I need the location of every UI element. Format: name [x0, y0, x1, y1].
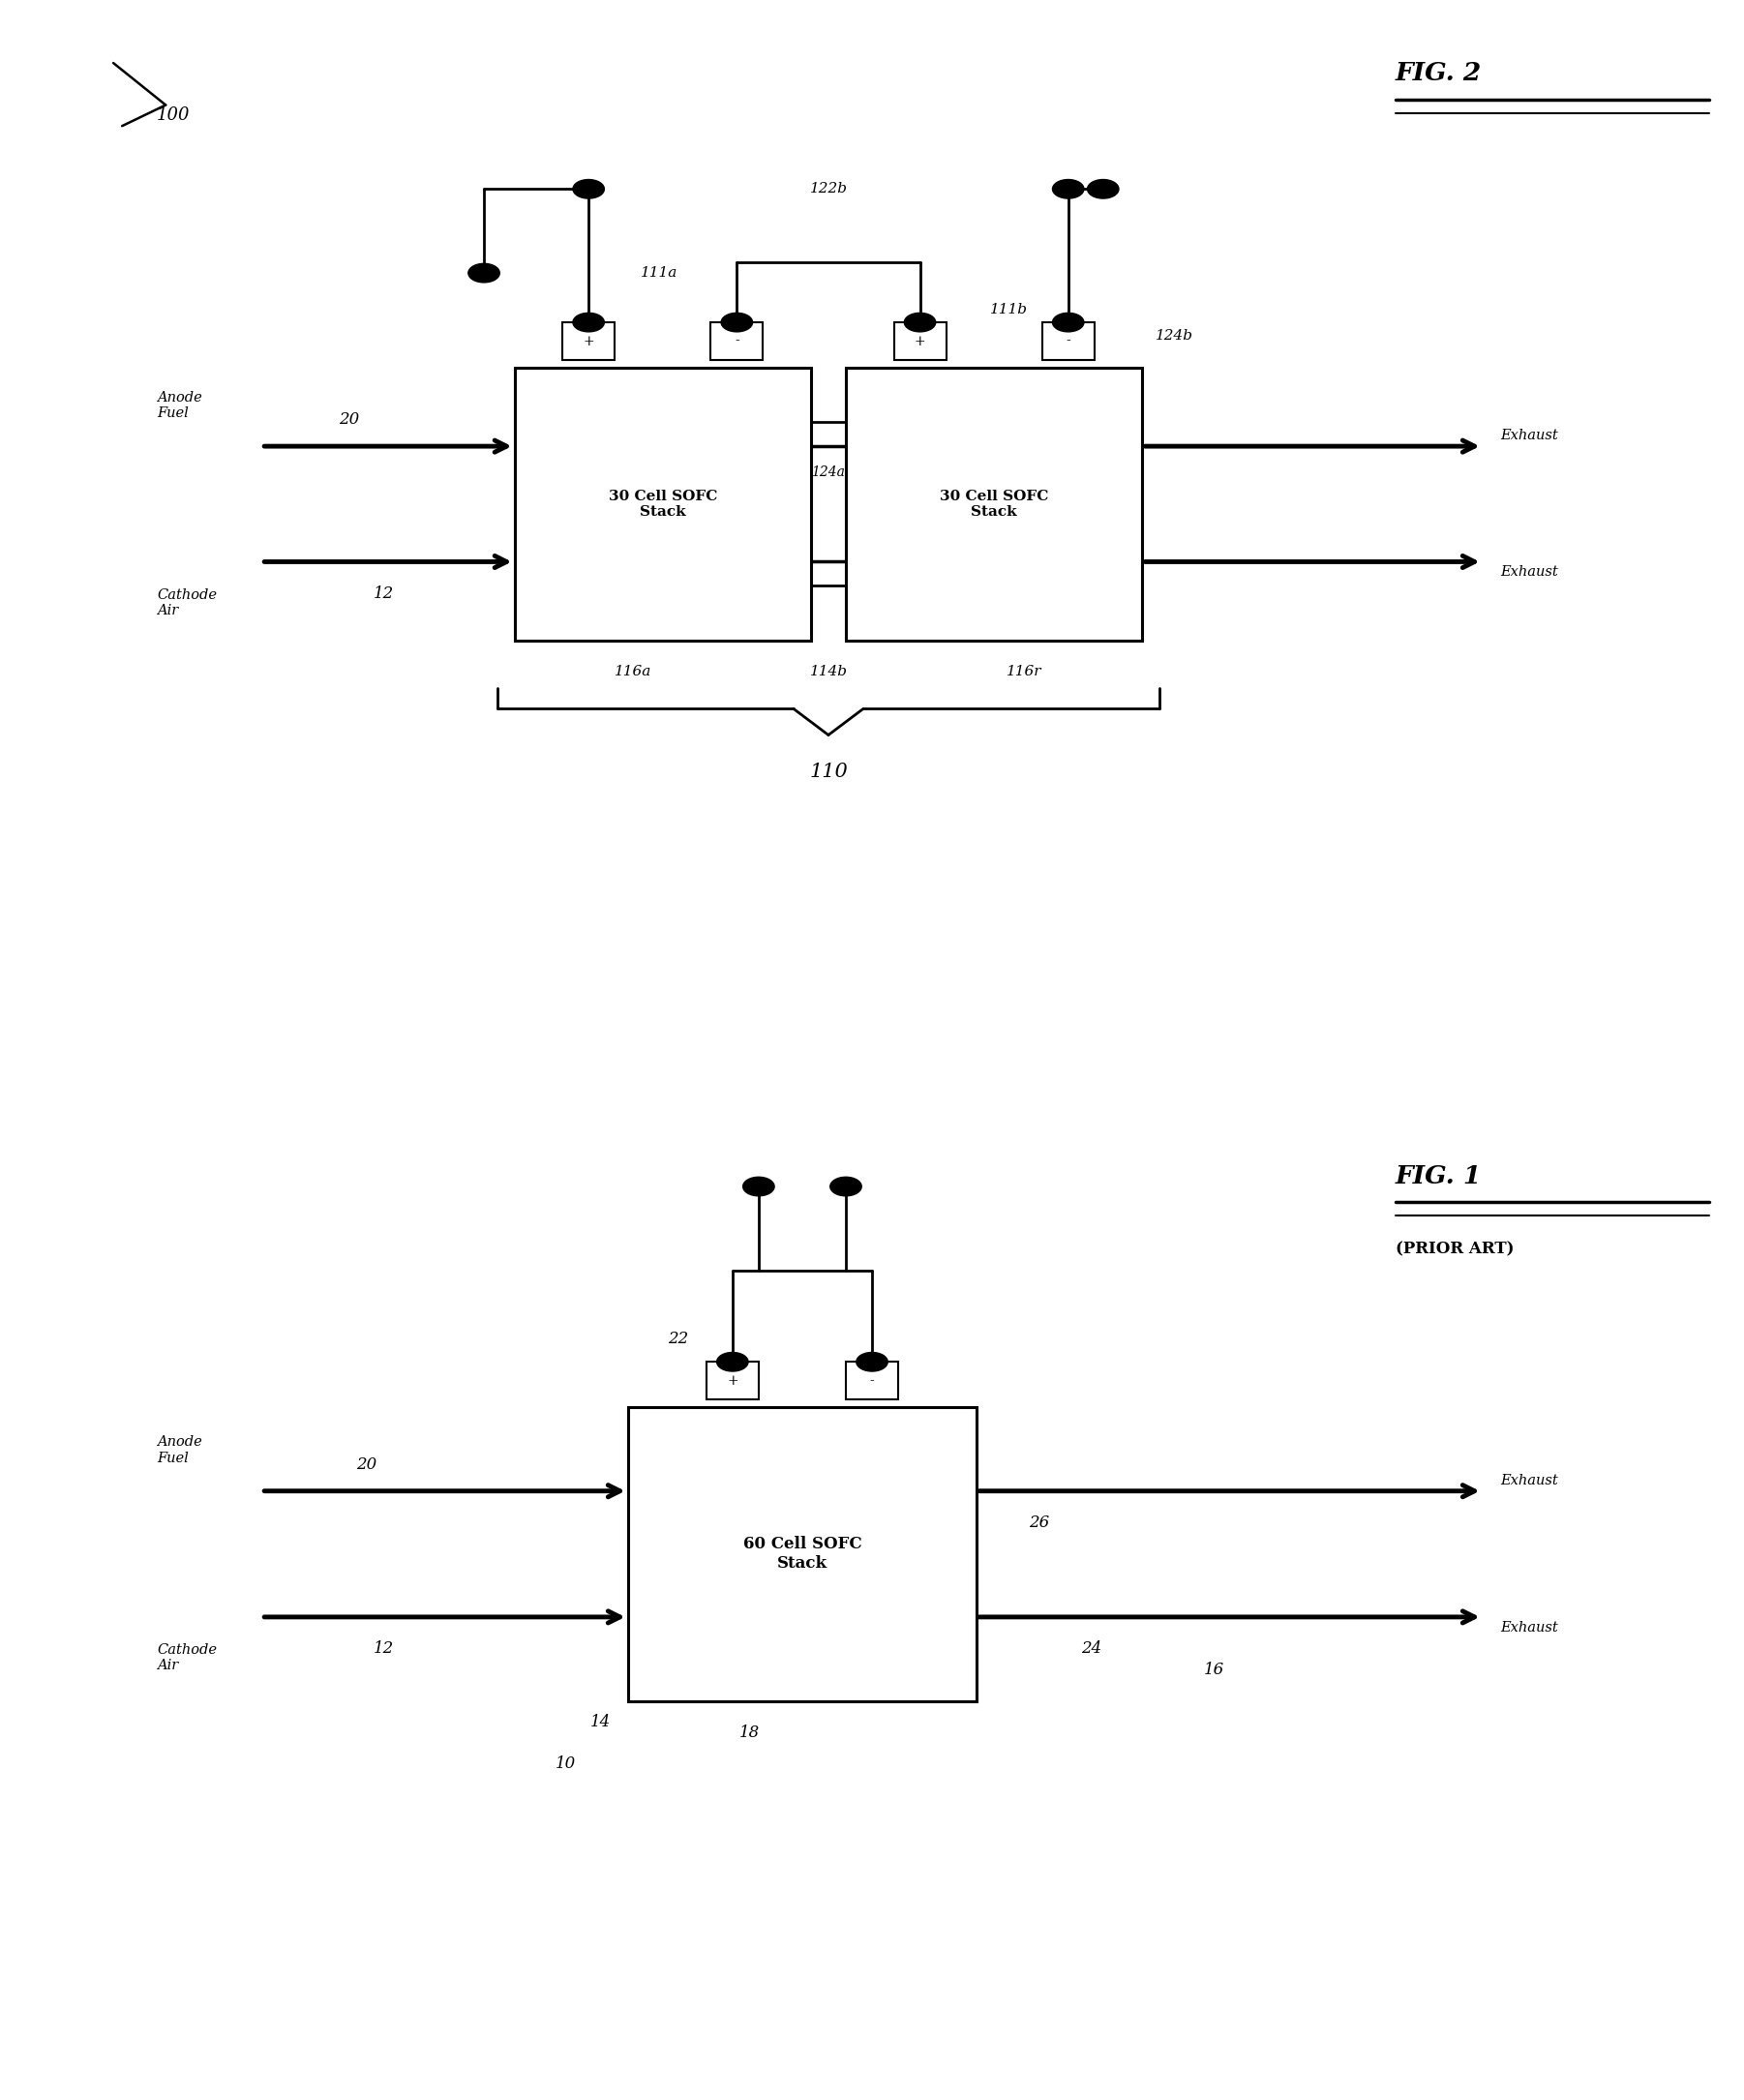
Text: 10: 10	[555, 1756, 576, 1772]
Circle shape	[903, 313, 935, 332]
Circle shape	[574, 313, 605, 332]
Text: 14: 14	[589, 1714, 610, 1730]
Text: 114b: 114b	[809, 666, 848, 678]
Text: 20: 20	[356, 1457, 377, 1472]
Circle shape	[1052, 313, 1085, 332]
Circle shape	[1088, 181, 1120, 200]
Bar	[846, 368, 1142, 640]
Text: 24: 24	[1081, 1640, 1102, 1657]
Circle shape	[743, 1176, 774, 1195]
Text: Exhaust: Exhaust	[1500, 565, 1557, 580]
Bar	[706, 1361, 759, 1399]
Circle shape	[830, 1176, 862, 1195]
Text: 110: 110	[809, 762, 848, 781]
Bar	[514, 368, 811, 640]
Bar	[893, 321, 945, 361]
Text: 124a: 124a	[811, 466, 846, 479]
Bar	[846, 1361, 898, 1399]
Text: Cathode
Air: Cathode Air	[157, 1642, 216, 1672]
Text: -: -	[870, 1373, 874, 1388]
Text: Exhaust: Exhaust	[1500, 1621, 1557, 1634]
Circle shape	[717, 1352, 748, 1371]
Text: 122b: 122b	[809, 183, 848, 195]
Text: 30 Cell SOFC
Stack: 30 Cell SOFC Stack	[609, 489, 717, 519]
Text: 18: 18	[739, 1724, 760, 1741]
Text: 30 Cell SOFC
Stack: 30 Cell SOFC Stack	[940, 489, 1048, 519]
Text: 16: 16	[1203, 1661, 1224, 1678]
Text: 60 Cell SOFC
Stack: 60 Cell SOFC Stack	[743, 1537, 862, 1571]
Text: 26: 26	[1029, 1514, 1050, 1531]
Circle shape	[467, 262, 501, 281]
Bar	[562, 321, 616, 361]
Text: 111a: 111a	[642, 267, 678, 279]
Circle shape	[1052, 181, 1085, 200]
Text: 111b: 111b	[991, 302, 1027, 317]
Text: Anode
Fuel: Anode Fuel	[157, 1436, 202, 1466]
Text: Exhaust: Exhaust	[1500, 1474, 1557, 1487]
Text: -: -	[734, 334, 739, 349]
Bar	[712, 321, 764, 361]
Text: Exhaust: Exhaust	[1500, 428, 1557, 443]
Text: (PRIOR ART): (PRIOR ART)	[1395, 1241, 1514, 1258]
Text: Anode
Fuel: Anode Fuel	[157, 391, 202, 420]
Text: 124b: 124b	[1156, 330, 1193, 342]
Text: 116r: 116r	[1006, 666, 1041, 678]
Text: +: +	[727, 1373, 738, 1388]
Text: +: +	[582, 334, 595, 349]
Text: FIG. 1: FIG. 1	[1395, 1163, 1482, 1189]
Circle shape	[856, 1352, 888, 1371]
Text: FIG. 2: FIG. 2	[1395, 61, 1482, 86]
Bar	[1043, 321, 1095, 361]
Circle shape	[722, 313, 753, 332]
Text: +: +	[914, 334, 926, 349]
Text: 116a: 116a	[614, 666, 652, 678]
Bar	[628, 1407, 977, 1701]
Text: -: -	[1066, 334, 1071, 349]
Text: 22: 22	[668, 1331, 689, 1346]
Circle shape	[574, 181, 605, 200]
Text: 20: 20	[338, 412, 359, 428]
Text: 12: 12	[373, 1640, 394, 1657]
Text: 12: 12	[373, 586, 394, 601]
Text: Cathode
Air: Cathode Air	[157, 588, 216, 617]
Text: 100: 100	[157, 107, 190, 124]
